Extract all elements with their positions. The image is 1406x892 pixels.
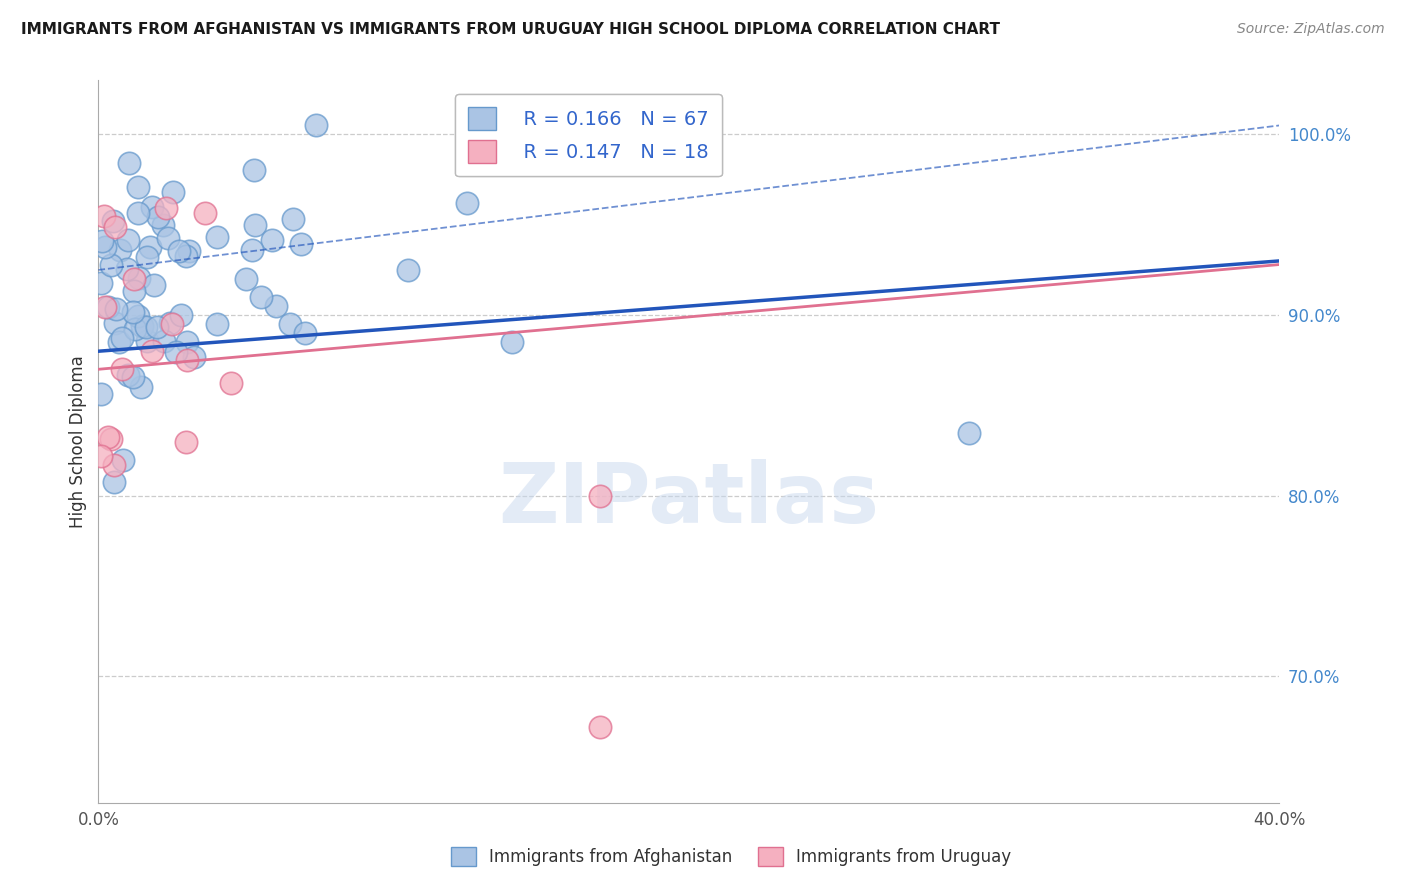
Point (159, 317, 181, 331)
Y-axis label: High School Diploma: High School Diploma (69, 355, 87, 528)
Point (135, 334, 157, 349)
Point (97, 429, 120, 443)
Point (127, 310, 149, 324)
Point (398, 263, 420, 277)
Point (131, 319, 153, 334)
Point (145, 320, 167, 334)
Point (219, 376, 242, 391)
Point (162, 185, 184, 199)
Point (117, 368, 139, 383)
Point (141, 344, 163, 359)
Point (122, 272, 145, 286)
Point (124, 321, 146, 335)
Point (176, 335, 198, 350)
Point (294, 326, 316, 340)
Point (129, 380, 152, 394)
Point (111, 331, 134, 345)
Point (152, 218, 174, 232)
Point (135, 320, 157, 334)
Point (104, 302, 127, 317)
Legend: Immigrants from Afghanistan, Immigrants from Uruguay: Immigrants from Afghanistan, Immigrants … (443, 838, 1019, 875)
Point (111, 453, 134, 467)
Point (205, 317, 228, 331)
Point (93, 209, 115, 223)
Point (250, 290, 273, 304)
Point (104, 220, 127, 235)
Point (194, 206, 217, 220)
Point (115, 261, 138, 276)
Point (280, 317, 302, 331)
Point (97, 300, 120, 314)
Point (117, 233, 139, 247)
Point (128, 271, 150, 285)
Point (93, 301, 115, 315)
Point (501, 335, 523, 350)
Point (589, 720, 612, 734)
Point (170, 309, 193, 323)
Point (122, 284, 145, 298)
Point (100, 432, 122, 446)
Point (174, 249, 197, 263)
Point (103, 214, 125, 228)
Point (167, 244, 190, 258)
Point (93, 240, 115, 254)
Point (457, 196, 479, 211)
Point (139, 240, 162, 254)
Point (90, 276, 112, 290)
Point (156, 231, 179, 245)
Point (183, 350, 205, 364)
Point (176, 353, 198, 368)
Point (90, 387, 112, 401)
Point (162, 317, 183, 331)
Point (243, 219, 266, 233)
Point (103, 458, 125, 472)
Point (103, 475, 125, 490)
Point (146, 210, 169, 224)
Point (235, 272, 257, 286)
Point (90, 449, 112, 463)
Point (283, 211, 305, 226)
Point (122, 370, 145, 384)
Point (110, 243, 132, 257)
Point (264, 299, 287, 313)
Point (141, 200, 163, 214)
Point (100, 258, 122, 272)
Point (174, 435, 197, 450)
Point (262, 233, 284, 247)
Point (127, 180, 149, 194)
Point (142, 277, 165, 292)
Text: IMMIGRANTS FROM AFGHANISTAN VS IMMIGRANTS FROM URUGUAY HIGH SCHOOL DIPLOMA CORRE: IMMIGRANTS FROM AFGHANISTAN VS IMMIGRANT… (21, 22, 1000, 37)
Point (122, 304, 145, 318)
Point (634, 119, 657, 133)
Point (127, 206, 149, 220)
Text: Source: ZipAtlas.com: Source: ZipAtlas.com (1237, 22, 1385, 37)
Point (118, 156, 141, 170)
Point (155, 202, 177, 216)
Point (305, 119, 328, 133)
Point (589, 489, 612, 503)
Point (290, 236, 312, 251)
Point (165, 345, 187, 359)
Point (108, 335, 131, 350)
Point (111, 362, 134, 376)
Text: ZIPatlas: ZIPatlas (499, 458, 879, 540)
Point (205, 230, 228, 244)
Point (104, 316, 127, 330)
Point (959, 425, 981, 440)
Point (240, 243, 263, 257)
Point (177, 244, 200, 258)
Legend:   R = 0.166   N = 67,   R = 0.147   N = 18: R = 0.166 N = 67, R = 0.147 N = 18 (454, 94, 723, 177)
Point (91, 234, 114, 248)
Point (243, 162, 266, 177)
Point (135, 250, 157, 264)
Point (152, 334, 174, 348)
